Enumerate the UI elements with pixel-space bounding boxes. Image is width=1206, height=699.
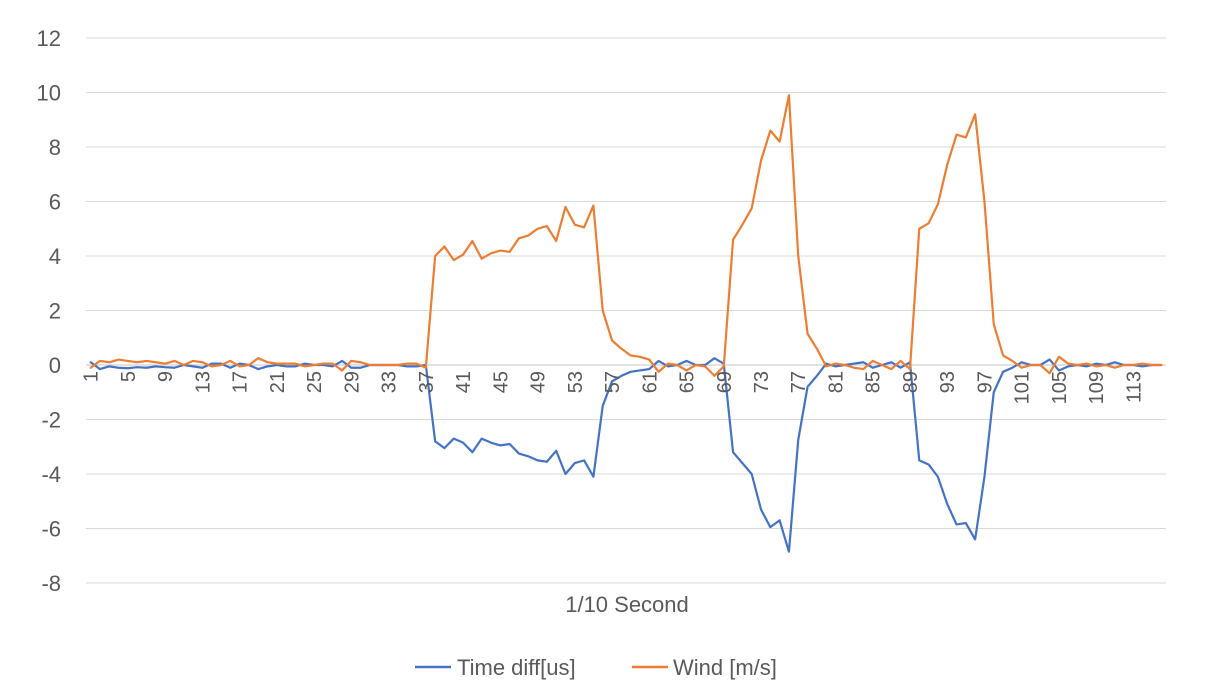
y-tick-label: 6 — [49, 190, 61, 215]
x-tick-label: 97 — [974, 371, 996, 393]
x-axis-tick-labels: 1 5 9 13 17 21 25 29 33 37 41 45 49 53 57 61 65 69 73 77 81 8… — [81, 371, 1146, 404]
x-axis-title: 1/10 Second — [565, 592, 689, 617]
x-tick-label: 53 — [565, 371, 587, 393]
x-tick-label: 77 — [788, 371, 810, 393]
x-tick-label: 25 — [304, 371, 326, 393]
x-tick-label: 113 — [1123, 371, 1145, 403]
x-tick-label: 109 — [1086, 371, 1108, 404]
x-tick-label: 41 — [453, 371, 475, 393]
y-tick-label: 12 — [37, 26, 61, 51]
x-tick-label: 65 — [677, 371, 699, 393]
x-tick-label: 1 — [81, 371, 103, 382]
y-tick-label: 10 — [37, 81, 61, 106]
x-tick-label: 89 — [900, 371, 922, 393]
x-tick-label: 73 — [751, 371, 773, 393]
y-tick-label: 4 — [49, 244, 61, 269]
series-lines — [89, 94, 1163, 553]
x-tick-label: 45 — [490, 371, 512, 393]
x-tick-label: 5 — [118, 371, 140, 382]
x-tick-label: 81 — [825, 371, 847, 393]
x-tick-label: 101 — [1012, 371, 1034, 404]
legend: Time diff[us] Wind [m/s] — [415, 655, 777, 680]
series-line-time-diff — [89, 357, 1163, 553]
x-tick-label: 69 — [714, 371, 736, 393]
y-axis-tick-labels: 12 10 8 6 4 2 0 -2 -4 -6 -8 — [37, 26, 61, 596]
legend-label: Wind [m/s] — [673, 655, 777, 680]
x-tick-label: 9 — [155, 371, 177, 382]
legend-label: Time diff[us] — [457, 655, 576, 680]
y-tick-label: -4 — [41, 462, 61, 487]
y-tick-label: 2 — [49, 299, 61, 324]
x-tick-label: 61 — [639, 371, 661, 393]
x-tick-label: 37 — [416, 371, 438, 393]
gridlines — [86, 37, 1166, 584]
x-tick-label: 49 — [528, 371, 550, 393]
x-tick-label: 13 — [192, 371, 214, 393]
y-tick-label: 0 — [49, 353, 61, 378]
y-tick-label: -6 — [41, 517, 61, 542]
x-tick-label: 29 — [341, 371, 363, 393]
x-tick-label: 21 — [267, 371, 289, 393]
x-tick-label: 17 — [230, 371, 252, 393]
series-line-wind — [89, 94, 1163, 377]
y-tick-label: -2 — [41, 408, 61, 433]
y-tick-label: 8 — [49, 135, 61, 160]
x-tick-label: 105 — [1049, 371, 1071, 404]
x-tick-label: 57 — [602, 371, 624, 393]
y-tick-label: -8 — [41, 571, 61, 596]
x-tick-label: 85 — [863, 371, 885, 393]
x-tick-label: 93 — [937, 371, 959, 393]
x-tick-label: 33 — [379, 371, 401, 393]
